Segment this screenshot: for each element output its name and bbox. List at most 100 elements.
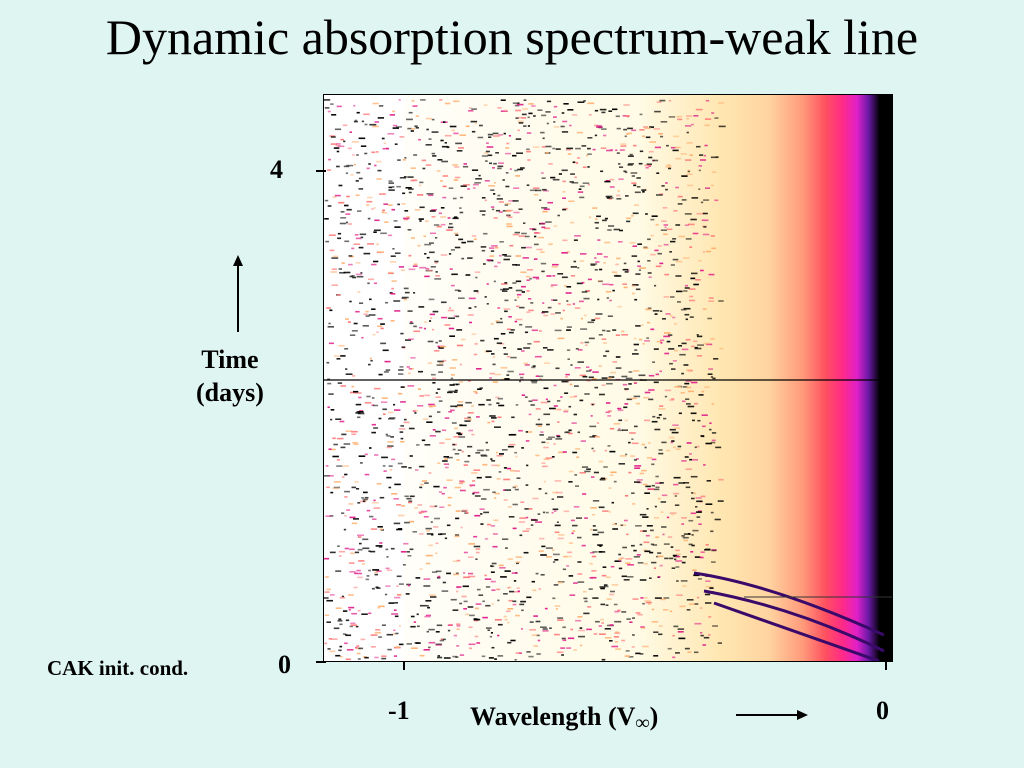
streak-mark (633, 395, 641, 398)
streak-mark (474, 306, 477, 308)
streak-mark (514, 320, 518, 323)
streak-mark (507, 641, 512, 644)
streak-mark (698, 169, 701, 172)
streak-mark (545, 457, 553, 459)
streak-mark (336, 143, 341, 145)
streak-mark (473, 618, 478, 620)
streak-mark (609, 640, 613, 642)
streak-mark (566, 251, 571, 253)
streak-mark (677, 445, 682, 448)
streak-mark (529, 621, 534, 623)
streak-mark (357, 576, 363, 579)
streak-mark (473, 469, 481, 471)
streak-mark (543, 387, 549, 390)
streak-mark (341, 262, 345, 264)
streak-mark (686, 403, 691, 405)
streak-mark (414, 209, 421, 211)
streak-mark (650, 218, 655, 221)
streak-mark (691, 497, 695, 500)
streak-mark (474, 182, 481, 184)
streak-mark (430, 317, 433, 319)
streak-mark (440, 254, 448, 256)
streak-mark (520, 167, 525, 169)
streak-mark (356, 275, 364, 278)
streak-mark (703, 199, 710, 201)
streak-mark (503, 353, 508, 355)
streak-mark (541, 312, 545, 314)
streak-mark (586, 290, 590, 292)
streak-mark (456, 645, 460, 647)
streak-mark (428, 138, 432, 140)
streak-mark (579, 300, 585, 303)
streak-mark (681, 535, 685, 537)
streak-mark (694, 346, 698, 349)
streak-mark (689, 458, 692, 461)
streak-mark (493, 337, 499, 340)
streak-mark (370, 528, 378, 530)
streak-mark (427, 362, 433, 364)
streak-mark (415, 127, 419, 129)
streak-mark (439, 99, 443, 101)
streak-mark (401, 505, 405, 507)
streak-mark (345, 221, 349, 224)
streak-mark (411, 100, 415, 102)
streak-mark (502, 538, 509, 540)
streak-mark (364, 152, 368, 155)
streak-mark (518, 235, 526, 237)
streak-mark (583, 612, 590, 615)
streak-mark (635, 273, 641, 275)
streak-mark (526, 528, 531, 530)
streak-mark (625, 558, 633, 560)
streak-mark (351, 385, 355, 388)
streak-mark (454, 486, 462, 489)
streak-mark (670, 264, 675, 266)
streak-mark (586, 468, 591, 470)
streak-mark (498, 404, 505, 407)
streak-mark (354, 551, 360, 554)
streak-mark (670, 546, 674, 548)
streak-mark (592, 378, 597, 380)
streak-mark (668, 116, 676, 118)
streak-mark (435, 392, 438, 394)
streak-mark (495, 246, 499, 249)
streak-mark (688, 543, 693, 546)
streak-mark (374, 219, 380, 222)
streak-mark (552, 561, 556, 563)
streak-mark (377, 325, 383, 328)
streak-mark (345, 318, 349, 320)
streak-mark (677, 203, 683, 205)
streak-mark (700, 551, 705, 553)
streak-mark (612, 361, 618, 363)
streak-mark (431, 216, 436, 218)
streak-mark (458, 238, 464, 241)
streak-mark (355, 273, 362, 276)
streak-mark (587, 166, 590, 168)
streak-mark (557, 537, 564, 540)
streak-mark (475, 558, 478, 560)
streak-mark (651, 484, 655, 487)
streak-mark (397, 159, 401, 161)
streak-mark (515, 138, 522, 140)
streak-mark (685, 125, 692, 127)
streak-mark (514, 470, 520, 472)
streak-mark (327, 110, 331, 113)
streak-mark (512, 486, 516, 489)
streak-mark (565, 148, 571, 151)
streak-mark (621, 334, 628, 336)
streak-mark (527, 159, 531, 161)
streak-mark (517, 116, 523, 119)
streak-mark (693, 574, 700, 577)
streak-mark (486, 142, 489, 144)
streak-mark (626, 220, 631, 223)
streak-mark (429, 594, 436, 596)
streak-mark (678, 412, 682, 415)
streak-mark (500, 333, 506, 335)
streak-mark (467, 416, 471, 419)
streak-mark (560, 317, 563, 320)
streak-mark (515, 255, 521, 257)
streak-mark (434, 505, 438, 507)
streak-mark (408, 191, 412, 194)
streak-mark (428, 646, 431, 649)
streak-mark (706, 480, 711, 482)
streak-mark (422, 167, 426, 170)
